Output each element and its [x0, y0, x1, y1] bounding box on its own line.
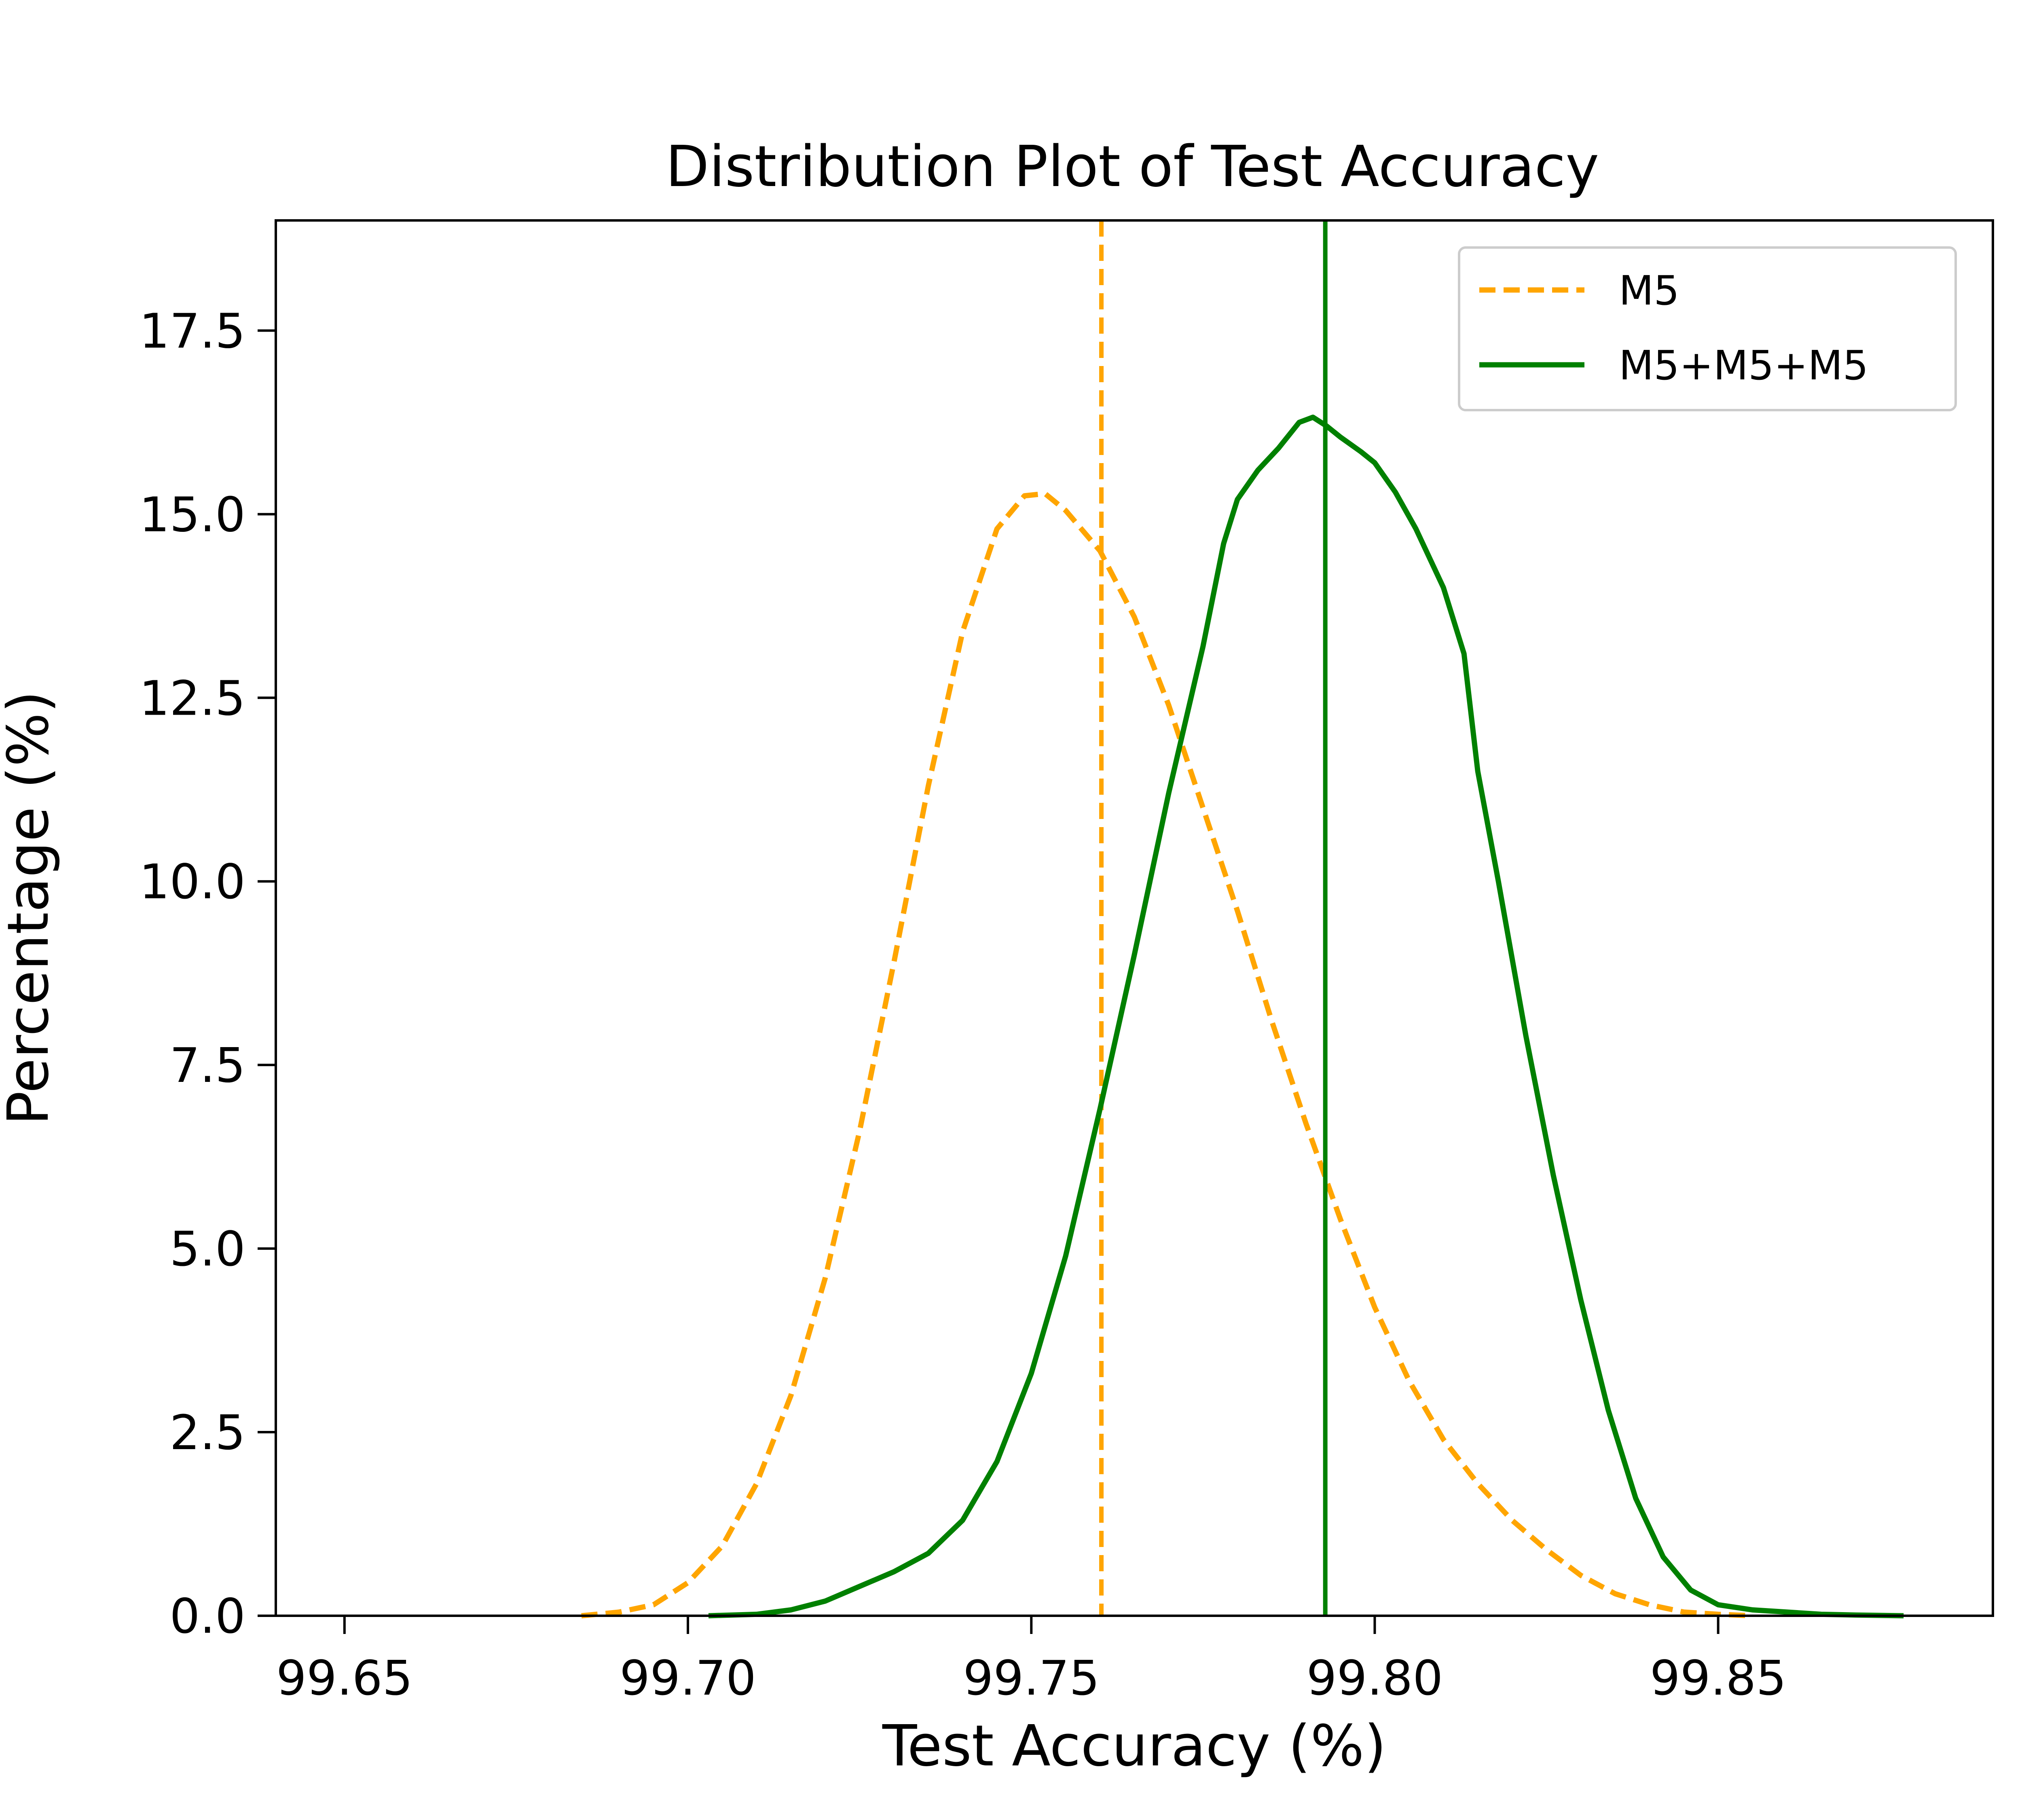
legend-label-0: M5 [1619, 267, 1679, 314]
x-tick-label: 99.70 [620, 1650, 756, 1706]
series-line-0 [581, 491, 1753, 1619]
y-tick-label: 0.0 [169, 1588, 245, 1644]
y-tick-label: 7.5 [169, 1037, 245, 1093]
legend-label-1: M5+M5+M5 [1619, 342, 1868, 389]
x-tick-label: 99.75 [963, 1650, 1100, 1706]
x-tick-label: 99.80 [1307, 1650, 1443, 1706]
y-tick-label: 15.0 [139, 487, 245, 542]
y-tick-label: 10.0 [139, 854, 245, 910]
chart-title: Distribution Plot of Test Accuracy [666, 134, 1599, 200]
x-axis: 99.65 99.70 99.75 99.80 99.85 [276, 1616, 1787, 1706]
x-tick-label: 99.65 [276, 1650, 413, 1706]
plot-area [275, 219, 1994, 1619]
series-line-1 [708, 415, 1904, 1619]
legend: M5 M5+M5+M5 [1458, 246, 1957, 411]
y-axis: 0.0 2.5 5.0 7.5 10.0 12.5 15.0 17.5 [139, 303, 276, 1644]
y-tick-label: 12.5 [139, 670, 245, 726]
y-tick-label: 17.5 [139, 303, 245, 359]
y-tick-label: 5.0 [169, 1221, 245, 1277]
x-axis-label: Test Accuracy (%) [882, 1713, 1386, 1779]
y-axis-label: Percentage (%) [0, 691, 61, 1125]
y-tick-label: 2.5 [169, 1405, 245, 1460]
x-tick-label: 99.85 [1650, 1650, 1787, 1706]
plot-frame [275, 219, 1994, 1617]
